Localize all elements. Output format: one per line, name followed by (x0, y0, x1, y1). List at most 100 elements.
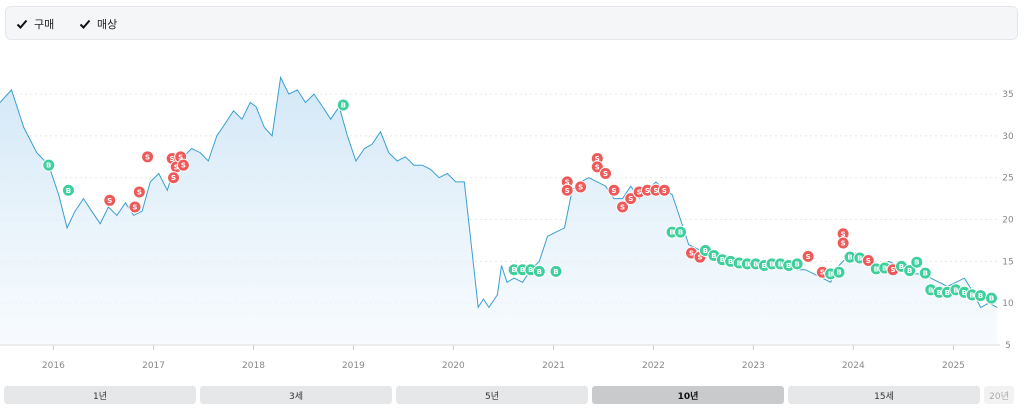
sell-marker[interactable]: S (861, 254, 875, 268)
buy-marker[interactable]: B (42, 158, 56, 172)
x-tick-label: 2021 (542, 361, 565, 371)
buy-marker[interactable]: B (674, 225, 688, 239)
x-tick-label: 2019 (342, 361, 365, 371)
y-tick-label: 5 (1005, 341, 1011, 351)
svg-text:B: B (928, 286, 933, 294)
x-tick-label: 2025 (942, 361, 965, 371)
svg-text:B: B (678, 229, 683, 237)
svg-text:B: B (762, 262, 767, 270)
y-tick-label: 20 (1002, 216, 1014, 226)
svg-text:S: S (132, 204, 137, 212)
svg-text:B: B (728, 258, 733, 266)
x-tick-label: 2023 (742, 361, 765, 371)
y-tick-label: 15 (1002, 257, 1013, 267)
svg-text:B: B (899, 263, 904, 271)
range-tab[interactable]: 5년 (396, 386, 588, 404)
svg-text:B: B (945, 289, 950, 297)
svg-text:S: S (841, 239, 846, 247)
sell-marker[interactable]: S (132, 185, 146, 199)
buy-marker[interactable]: B (549, 264, 563, 278)
svg-text:B: B (882, 265, 887, 273)
x-tick-label: 2020 (442, 361, 465, 371)
sell-marker[interactable]: S (607, 183, 621, 197)
range-tabs: 1년 3세 5년 10년 15세 20년 (4, 386, 1020, 404)
svg-text:B: B (736, 260, 741, 268)
svg-text:S: S (697, 254, 702, 262)
svg-text:B: B (520, 266, 525, 274)
buy-marker[interactable]: B (910, 255, 924, 269)
checkmark-icon (16, 18, 28, 30)
svg-text:S: S (595, 163, 600, 171)
sell-marker[interactable]: S (176, 158, 190, 172)
sell-marker[interactable]: S (103, 193, 117, 207)
buy-marker[interactable]: B (336, 98, 350, 112)
range-tab[interactable]: 3세 (200, 386, 392, 404)
svg-text:B: B (769, 260, 774, 268)
buy-label: 구매 (34, 18, 55, 31)
buy-marker[interactable]: B (918, 266, 932, 280)
svg-text:B: B (836, 269, 841, 277)
x-tick-label: 2016 (42, 361, 65, 371)
sell-marker[interactable]: S (616, 200, 630, 214)
sell-label: 매상 (97, 18, 118, 31)
svg-text:B: B (786, 262, 791, 270)
svg-text:B: B (914, 259, 919, 267)
sell-marker[interactable]: S (141, 150, 155, 164)
sell-toggle[interactable]: 매상 (79, 16, 117, 32)
sell-marker[interactable]: S (624, 192, 638, 206)
svg-text:S: S (181, 162, 186, 170)
buy-marker[interactable]: B (790, 257, 804, 271)
svg-text:B: B (341, 101, 346, 109)
svg-text:B: B (828, 270, 833, 278)
sell-marker[interactable]: S (574, 180, 588, 194)
svg-text:S: S (171, 174, 176, 182)
range-tab[interactable]: 15세 (788, 386, 980, 404)
sell-marker[interactable]: S (560, 183, 574, 197)
sell-marker[interactable]: S (128, 200, 142, 214)
x-tick-label: 2018 (242, 361, 265, 371)
svg-text:B: B (847, 254, 852, 262)
buy-marker[interactable]: B (903, 264, 917, 278)
buy-marker[interactable]: B (985, 291, 999, 305)
buy-marker[interactable]: B (832, 265, 846, 279)
svg-text:S: S (841, 230, 846, 238)
svg-text:S: S (620, 204, 625, 212)
svg-text:B: B (720, 256, 725, 264)
svg-text:S: S (170, 155, 175, 163)
svg-text:B: B (511, 266, 516, 274)
svg-text:B: B (969, 291, 974, 299)
svg-text:B: B (857, 255, 862, 263)
svg-text:B: B (923, 270, 928, 278)
range-tab: 20년 (984, 386, 1014, 404)
buy-marker[interactable]: B (532, 264, 546, 278)
svg-text:S: S (662, 187, 667, 195)
sell-marker[interactable]: S (836, 236, 850, 250)
svg-text:S: S (178, 153, 183, 161)
svg-text:B: B (962, 289, 967, 297)
buy-marker[interactable]: B (61, 183, 75, 197)
buy-marker[interactable]: B (974, 289, 988, 303)
y-tick-label: 30 (1002, 132, 1014, 142)
svg-text:B: B (794, 260, 799, 268)
svg-text:S: S (578, 183, 583, 191)
sell-marker[interactable]: S (167, 171, 181, 185)
sell-marker[interactable]: S (801, 249, 815, 263)
x-tick-label: 2017 (142, 361, 165, 371)
checkmark-icon (79, 18, 91, 30)
buy-toggle[interactable]: 구매 (16, 16, 54, 32)
svg-text:S: S (820, 269, 825, 277)
svg-text:B: B (778, 260, 783, 268)
y-tick-label: 25 (1002, 174, 1013, 184)
svg-text:S: S (645, 187, 650, 195)
svg-text:S: S (565, 187, 570, 195)
svg-text:S: S (603, 170, 608, 178)
svg-text:B: B (553, 268, 558, 276)
x-tick-label: 2024 (842, 361, 865, 371)
range-tab[interactable]: 1년 (4, 386, 196, 404)
svg-text:S: S (653, 187, 658, 195)
sell-marker[interactable]: S (599, 167, 613, 181)
svg-text:S: S (637, 188, 642, 196)
sell-marker[interactable]: S (657, 183, 671, 197)
svg-text:S: S (806, 253, 811, 261)
range-tab[interactable]: 10년 (592, 386, 784, 404)
